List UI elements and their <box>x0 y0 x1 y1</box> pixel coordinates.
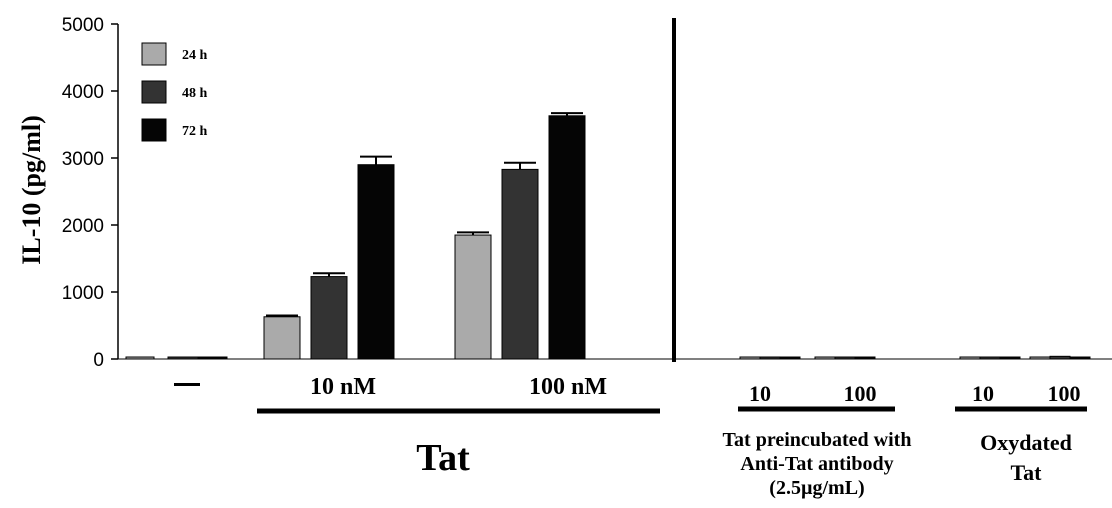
x-tick-label: 100 <box>1048 381 1081 406</box>
legend-swatch <box>141 80 167 104</box>
group-brackets: Tat Tat preincubated with Anti-Tat antibod… <box>257 406 1087 499</box>
bar <box>125 356 155 360</box>
y-tick-label: 5000 <box>62 15 104 36</box>
bar <box>501 168 539 360</box>
legend: 24 h 48 h 72 h <box>141 42 208 142</box>
bracket-label-line: (2.5µg/mL) <box>769 477 864 499</box>
x-tick-label: 10 nM <box>310 374 376 400</box>
x-tick-label: 100 nM <box>529 374 607 400</box>
bar-marks <box>125 112 1091 360</box>
bracket-line <box>955 406 1087 412</box>
bracket-label: Oxydated Tat <box>980 430 1072 485</box>
legend-swatch <box>141 42 167 66</box>
bar <box>834 356 856 360</box>
bar <box>198 356 228 360</box>
bar <box>999 356 1021 360</box>
bracket-label: Tat <box>416 437 470 479</box>
bracket-label: Tat preincubated with Anti-Tat antibody (2… <box>723 429 912 499</box>
bar <box>454 234 492 360</box>
y-axis: 0 1000 2000 3000 4000 5000 <box>62 15 1112 371</box>
bar <box>739 356 761 360</box>
bar <box>310 276 348 360</box>
bar <box>263 316 301 360</box>
bracket-line <box>738 406 895 412</box>
bracket-label-line: Tat <box>1011 460 1043 485</box>
y-tick-label: 4000 <box>62 82 104 103</box>
legend-label: 48 h <box>182 86 208 101</box>
bar <box>814 356 836 360</box>
bar <box>759 356 781 360</box>
bar <box>1029 356 1051 360</box>
bracket-label-line: Oxydated <box>980 430 1072 455</box>
bracket-line <box>257 408 660 414</box>
bar <box>1069 356 1091 360</box>
y-tick-label: 0 <box>93 350 104 371</box>
y-tick-label: 1000 <box>62 283 104 304</box>
x-tick-label: 10 <box>972 381 994 406</box>
bar <box>959 356 981 360</box>
x-tick-label: 10 <box>749 381 771 406</box>
y-tick-label: 2000 <box>62 216 104 237</box>
bar <box>167 356 199 360</box>
y-tick-label: 3000 <box>62 149 104 170</box>
legend-label: 72 h <box>182 124 208 139</box>
legend-swatch <box>141 118 167 142</box>
bracket-label-line: Anti-Tat antibody <box>740 453 893 475</box>
bar <box>979 356 1001 360</box>
bar <box>1049 355 1071 360</box>
bracket-label-line: Tat <box>416 437 470 479</box>
bar <box>779 356 801 360</box>
bar <box>548 115 586 360</box>
y-axis-label: IL-10 (pg/ml) <box>17 115 46 265</box>
bar <box>854 356 876 360</box>
x-axis-labels: 10 nM 100 nM 10 100 10 100 <box>174 374 1081 406</box>
legend-label: 24 h <box>182 48 208 63</box>
x-tick-label: 100 <box>844 381 877 406</box>
x-tick-label <box>174 383 200 386</box>
bar <box>357 164 395 360</box>
bracket-label-line: Tat preincubated with <box>723 429 912 451</box>
